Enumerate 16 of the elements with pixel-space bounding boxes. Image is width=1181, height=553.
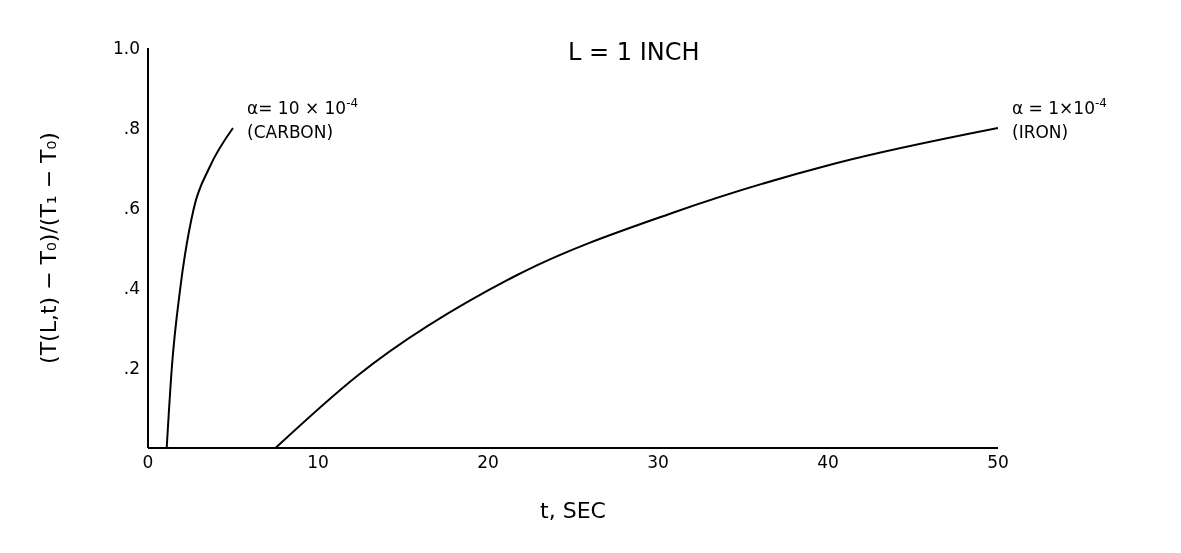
x-tick-label: 10 <box>307 452 329 473</box>
text: α= 10 × 10$^{-4}$ (CARBON) <box>247 96 359 142</box>
x-tick-label: 30 <box>647 452 669 473</box>
y-tick-label: .4 <box>123 278 140 299</box>
y-tick-label: .2 <box>123 358 140 379</box>
y-tick-label: .8 <box>123 118 140 139</box>
y-axis-title: (T(L,t) − T₀)/(T₁ − T₀) <box>35 132 61 364</box>
y-tick-label: 1.0 <box>112 38 140 59</box>
x-tick-label: 40 <box>817 452 839 473</box>
annotation: L = 1 INCH <box>568 38 700 66</box>
x-axis-title: t, SEC <box>540 498 606 523</box>
text: α = 1×10$^{-4}$ (IRON) <box>1012 96 1107 142</box>
y-tick-label: .6 <box>123 198 140 219</box>
x-tick-label: 50 <box>987 452 1009 473</box>
x-tick-label: 0 <box>142 452 154 473</box>
x-tick-label: 20 <box>477 452 499 473</box>
